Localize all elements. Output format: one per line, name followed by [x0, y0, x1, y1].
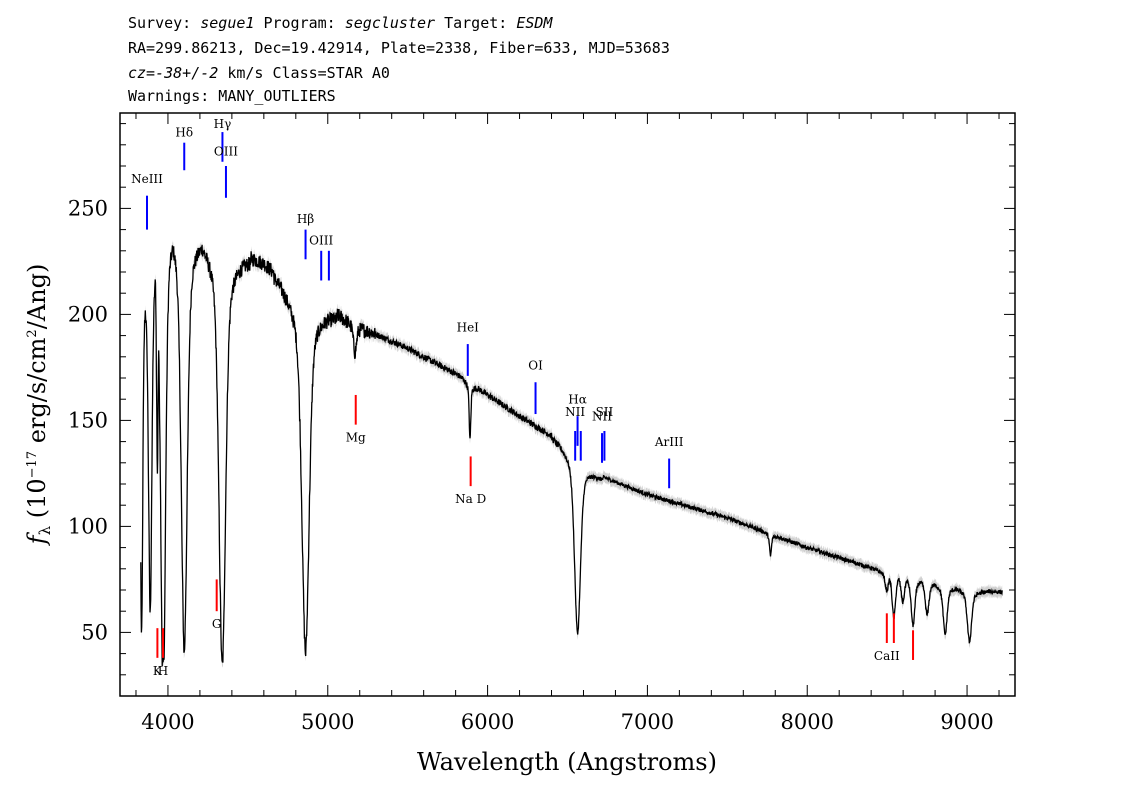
cz-rest: km/s Class=STAR A0: [218, 64, 390, 82]
header-line-4: Warnings: MANY_OUTLIERS: [128, 87, 336, 105]
emission-line-label: SII: [596, 405, 614, 419]
absorption-line-label: G: [212, 617, 222, 631]
emission-line-label: OI: [528, 359, 543, 373]
emission-line-label: NII: [565, 405, 585, 419]
emission-line-label: Hα: [568, 392, 587, 406]
absorption-line-label: Mg: [346, 431, 366, 445]
emission-line-label: NII: [592, 409, 612, 423]
program-value: segcluster: [344, 14, 436, 32]
emission-line-label: OIII: [214, 144, 238, 158]
absorption-line-label: Na D: [455, 492, 486, 506]
header-line-3: cz=-38+/-2 km/s Class=STAR A0: [128, 63, 390, 83]
x-tick-label: 4000: [141, 710, 194, 734]
y-tick-label: 200: [68, 302, 108, 326]
y-tick-label: 250: [68, 196, 108, 220]
y-axis-title: fλ (10−17 erg/s/cm2/Ang): [23, 264, 54, 547]
error-band: [140, 239, 1003, 672]
emission-line-label: OIII: [309, 233, 333, 247]
x-tick-label: 6000: [461, 710, 514, 734]
x-axis-title: Wavelength (Angstroms): [417, 748, 717, 776]
emission-line-label: Hγ: [214, 117, 232, 131]
cz-value: -38+/-2: [155, 64, 219, 82]
x-tick-label: 7000: [621, 710, 674, 734]
y-tick-label: 50: [81, 620, 108, 644]
program-label: Program:: [263, 14, 336, 32]
y-tick-label: 150: [68, 408, 108, 432]
spectrum-line: [140, 244, 1003, 667]
x-tick-label: 8000: [781, 710, 834, 734]
absorption-line-label: H: [158, 664, 168, 678]
cz-label: cz=: [128, 64, 156, 82]
absorption-line-label: K: [153, 664, 163, 678]
plot-frame: [119, 112, 1016, 697]
x-tick-label: 5000: [301, 710, 354, 734]
emission-line-label: Hδ: [175, 125, 193, 139]
absorption-line-label: CaII: [874, 649, 900, 663]
survey-label: Survey:: [128, 14, 192, 32]
header-line-1: Survey: segue1 Program: segcluster Targe…: [128, 13, 552, 33]
y-tick-label: 100: [68, 514, 108, 538]
x-tick-label: 9000: [940, 710, 993, 734]
target-label: Target:: [444, 14, 508, 32]
emission-line-label: ArIII: [654, 435, 684, 449]
emission-line-label: Hβ: [297, 212, 314, 226]
target-value: ESDM: [516, 14, 553, 32]
survey-value: segue1: [200, 14, 255, 32]
emission-line-label: HeI: [457, 320, 480, 334]
emission-line-label: NeIII: [131, 172, 163, 186]
header-line-2: RA=299.86213, Dec=19.42914, Plate=2338, …: [128, 39, 670, 57]
